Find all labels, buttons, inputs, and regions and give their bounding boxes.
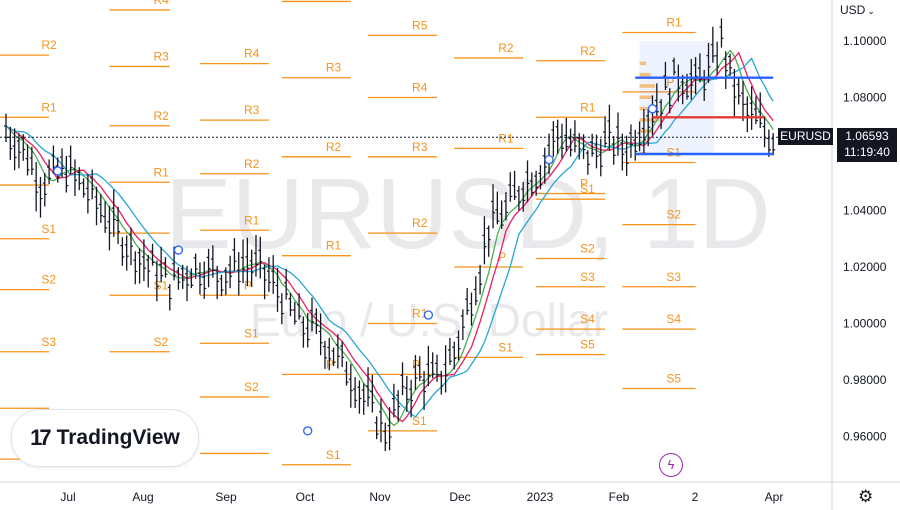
time-tick-label: Aug bbox=[132, 490, 153, 504]
symbol-price-tag: EURUSD bbox=[778, 128, 833, 145]
pivot-level-label: S2 bbox=[244, 380, 259, 394]
pivot-level-label: S1 bbox=[412, 414, 427, 428]
pivot-level-label: R2 bbox=[580, 44, 596, 58]
event-marker bbox=[423, 310, 434, 320]
time-tick-label: Nov bbox=[369, 490, 390, 504]
tradingview-mark: 17 bbox=[30, 425, 52, 450]
pivot-level-label: S1 bbox=[580, 182, 595, 196]
pivot-level-label: P bbox=[498, 250, 506, 264]
pivot-level-label: R1 bbox=[580, 100, 596, 114]
pivot-level-label: S3 bbox=[666, 270, 681, 284]
pivot-level-label: S2 bbox=[580, 242, 595, 256]
pivot-level-label: S5 bbox=[580, 338, 595, 352]
bar-countdown: 11:19:40 bbox=[844, 145, 890, 159]
pivot-level-label: S4 bbox=[580, 312, 595, 326]
pivot-level-label: R4 bbox=[244, 47, 260, 61]
gear-icon[interactable]: ⚙ bbox=[858, 487, 874, 506]
time-tick-label: 2 bbox=[692, 490, 699, 504]
price-tick-label: 1.02000 bbox=[843, 260, 887, 274]
pivot-level-label: R1 bbox=[244, 213, 260, 227]
lightning-icon[interactable]: ϟ bbox=[659, 453, 683, 477]
pivot-level-label: R2 bbox=[153, 109, 169, 123]
last-price-value: 1.06593 bbox=[845, 129, 889, 143]
pivot-level-label: S1 bbox=[326, 448, 341, 462]
time-tick-label: 2023 bbox=[527, 490, 554, 504]
price-tick-label: 1.04000 bbox=[843, 204, 887, 218]
event-marker bbox=[303, 426, 313, 436]
currency-label: USD bbox=[840, 3, 866, 17]
pivot-level-label: S2 bbox=[666, 208, 681, 222]
symbol-watermark: EURUSD, 1D Euro / U.S. Dollar bbox=[165, 158, 771, 346]
pivot-level-label: S1 bbox=[244, 326, 259, 340]
pivot-level-label: S2 bbox=[41, 273, 56, 287]
event-marker bbox=[647, 104, 658, 114]
time-axis[interactable]: Jul Aug Sep Oct Nov Dec 2023 Feb 2 Apr bbox=[60, 490, 783, 504]
pivot-level-label: R1 bbox=[326, 239, 342, 253]
pivot-level-label: R2 bbox=[244, 157, 260, 171]
event-marker bbox=[544, 154, 554, 165]
volume-profile-row bbox=[639, 61, 647, 66]
pivot-level-label: S1 bbox=[498, 340, 513, 354]
pivot-level-label: R1 bbox=[41, 100, 57, 114]
pivot-level-label: S4 bbox=[666, 312, 681, 326]
pivot-level-label: R3 bbox=[244, 103, 260, 117]
time-tick-label: Apr bbox=[765, 490, 784, 504]
volume-profile-row bbox=[639, 118, 660, 122]
pivot-level-label: R4 bbox=[153, 0, 169, 7]
volume-profile-row bbox=[639, 129, 653, 133]
time-tick-label: Feb bbox=[609, 490, 630, 504]
event-marker bbox=[173, 245, 184, 255]
price-tick-label: 0.98000 bbox=[843, 373, 887, 387]
pivot-level-label: R4 bbox=[412, 81, 428, 95]
pivot-level-label: R1 bbox=[666, 16, 682, 30]
pivot-level-label: R2 bbox=[326, 140, 342, 154]
moving-average-line bbox=[5, 57, 774, 418]
volume-profile-row bbox=[639, 95, 653, 99]
pivot-level-label: R3 bbox=[326, 61, 342, 75]
pivot-level-label: S3 bbox=[580, 270, 595, 284]
time-tick-label: Oct bbox=[296, 490, 315, 504]
pivot-level-label: S2 bbox=[153, 335, 168, 349]
brand-name: TradingView bbox=[56, 426, 180, 449]
pivot-level-label: R1 bbox=[412, 307, 428, 321]
currency-selector[interactable]: USD ⌄ bbox=[840, 3, 875, 17]
pivot-level-label: S1 bbox=[666, 145, 681, 159]
pivot-level-label: R2 bbox=[412, 216, 428, 230]
time-tick-label: Sep bbox=[215, 490, 237, 504]
pivot-level-label: P bbox=[666, 75, 674, 89]
volume-profile-row bbox=[639, 72, 651, 77]
horizontal-lines[interactable] bbox=[635, 76, 774, 156]
pivot-level-label: R1 bbox=[153, 165, 169, 179]
price-tick-label: 1.08000 bbox=[843, 91, 887, 105]
event-markers[interactable] bbox=[53, 104, 658, 436]
pivot-level-label: R1 bbox=[498, 131, 514, 145]
watermark-symbol: EURUSD, 1D bbox=[165, 158, 771, 270]
price-tick-label: 1.10000 bbox=[843, 34, 887, 48]
candles bbox=[4, 18, 776, 452]
pivot-level-label: S3 bbox=[41, 335, 56, 349]
price-tick-label: 0.96000 bbox=[843, 430, 887, 444]
pivot-level-label: S1 bbox=[41, 222, 56, 236]
pivot-level-label: R3 bbox=[412, 140, 428, 154]
pivot-level-label: R2 bbox=[498, 41, 514, 55]
pivot-level-label: R2 bbox=[41, 38, 57, 52]
chevron-down-icon: ⌄ bbox=[867, 6, 875, 16]
time-tick-label: Jul bbox=[60, 490, 75, 504]
tradingview-logo[interactable]: 17 TradingView bbox=[11, 409, 199, 467]
volume-profile-row bbox=[639, 84, 655, 88]
time-tick-label: Dec bbox=[449, 490, 470, 504]
pivot-level-label: R3 bbox=[153, 49, 169, 63]
event-marker bbox=[53, 166, 63, 176]
price-tick-label: 1.00000 bbox=[843, 317, 887, 331]
pivot-level-label: P bbox=[580, 177, 588, 191]
last-price-label: 1.06593 11:19:40 bbox=[837, 128, 897, 162]
pivot-level-label: R5 bbox=[412, 18, 428, 32]
pivot-level-label: S5 bbox=[666, 371, 681, 385]
